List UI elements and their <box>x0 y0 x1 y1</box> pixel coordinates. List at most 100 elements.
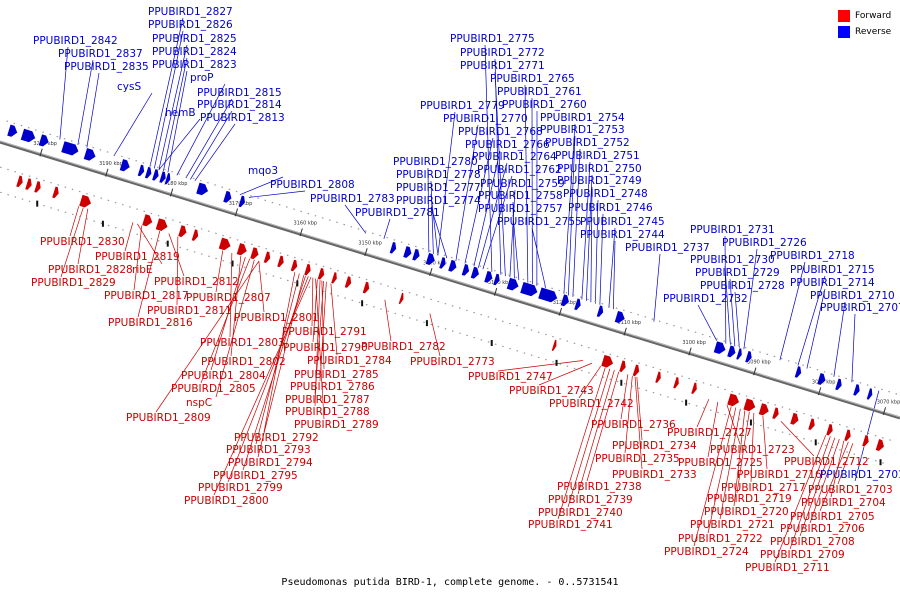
connector-line <box>774 434 827 563</box>
gene-label: PPUBIRD1_2741 <box>528 519 613 531</box>
connector-line <box>482 175 513 270</box>
tick-label: 3140 kbp <box>423 260 447 266</box>
gene-label: PPUBIRD1_2737 <box>625 242 710 254</box>
gene-label: PPUBIRD1_2716 <box>737 469 822 481</box>
gene-label: PPUBIRD1_2723 <box>710 444 795 456</box>
forward-gene <box>361 281 370 295</box>
forward-gene <box>303 263 312 277</box>
gene-label: PPUBIRD1_2766 <box>465 139 550 151</box>
connector-line <box>734 291 740 348</box>
forward-gene <box>550 338 558 352</box>
reverse-gene <box>505 277 520 292</box>
connector-line <box>750 412 755 483</box>
reverse-gene-track <box>6 123 873 401</box>
reverse-gene <box>438 256 447 270</box>
reverse-gene <box>559 293 570 307</box>
tick-mark <box>753 367 757 376</box>
reverse-gene <box>712 340 727 355</box>
gene-label: PPUBIRD1_2835 <box>64 61 149 73</box>
gene-label: PPUBIRD1_2811 <box>147 305 232 317</box>
tick-mark <box>169 188 174 197</box>
connector-line <box>155 260 260 413</box>
connector-line <box>215 250 224 293</box>
gene-label: mqo3 <box>248 165 278 177</box>
gene-label: PPUBIRD1_2799 <box>198 482 283 494</box>
reverse-gene <box>388 241 397 255</box>
reverse-gene <box>411 248 421 262</box>
gene-label: PPUBIRD1_2788 <box>285 406 370 418</box>
reverse-gene <box>237 194 246 208</box>
reverse-gene <box>573 297 582 311</box>
gene-label: PPUBIRD1_2727 <box>667 427 752 439</box>
connector-line <box>797 275 826 366</box>
connector-line <box>229 252 233 338</box>
reverse-gene <box>793 365 802 379</box>
axis-highlight <box>0 140 900 418</box>
forward-gene <box>631 363 640 377</box>
connector-line <box>86 72 100 148</box>
reverse-gene <box>144 166 153 180</box>
forward-gene <box>78 194 92 209</box>
forward-gene <box>807 417 816 431</box>
reverse-gene <box>613 310 626 324</box>
forward-gene <box>217 236 232 251</box>
forward-gene <box>262 250 271 264</box>
connector-line <box>227 276 309 483</box>
gene-label: PPUBIRD1_2722 <box>678 533 763 545</box>
gene-label: PPUBIRD1_2770 <box>443 113 528 125</box>
gene-label: PPUBIRD1_2809 <box>126 412 211 424</box>
connector-line <box>427 167 430 253</box>
connector-line <box>124 222 134 252</box>
connector-line <box>581 161 591 300</box>
connector-line <box>634 376 643 470</box>
gene-label: PPUBIRD1_2783 <box>310 193 395 205</box>
gene-label: PPUBIRD1_2730 <box>690 254 775 266</box>
gene-label: PPUBIRD1_2787 <box>285 394 370 406</box>
connector-line <box>158 118 201 171</box>
gene-label: PPUBIRD1_2837 <box>58 48 143 60</box>
forward-gene <box>742 397 756 412</box>
connector-line <box>707 401 719 458</box>
gene-label: PPUBIRD1_2782 <box>361 341 446 353</box>
gene-label: PPUBIRD1_2829 <box>31 277 116 289</box>
reverse-gene <box>537 286 558 303</box>
connector-line <box>315 278 325 420</box>
gene-label: PPUBIRD1_2794 <box>228 457 313 469</box>
connector-line <box>455 124 479 261</box>
connector-line <box>568 135 576 296</box>
reverse-gene <box>492 272 501 286</box>
legend: Forward Reverse <box>838 8 891 40</box>
reverse-gene <box>195 181 209 196</box>
connector-line <box>430 206 448 259</box>
connector-line <box>215 259 255 398</box>
gene-label: PPUBIRD1_2743 <box>509 385 594 397</box>
forward-gene <box>141 213 153 227</box>
gene-label: PPUBIRD1_2828 <box>48 264 133 276</box>
connector-line <box>242 275 306 471</box>
reverse-gene <box>402 245 413 259</box>
gene-label: PPUBIRD1_2739 <box>548 494 633 506</box>
gene-label: PPUBIRD1_2742 <box>549 398 634 410</box>
connector-line <box>330 283 338 356</box>
gene-label: PPUBIRD1_2777 <box>396 182 481 194</box>
connector-line <box>819 441 849 512</box>
legend-label: Forward <box>855 11 892 21</box>
gene-label: PPUBIRD1_2729 <box>695 267 780 279</box>
gene-label: PPUBIRD1_2755 <box>497 216 582 228</box>
gene-label: PPUBIRD1_2790 <box>283 342 368 354</box>
reverse-gene <box>158 170 167 184</box>
tick-mark <box>623 327 627 336</box>
gene-label: PPUBIRD1_2803 <box>200 337 285 349</box>
connector-line <box>696 398 710 428</box>
reverse-gene <box>136 163 145 177</box>
gene-label: ribE <box>132 264 153 276</box>
gene-label: PPUBIRD1_2805 <box>171 383 256 395</box>
gene-label: PPUBIRD1_2753 <box>540 124 625 136</box>
gene-label: PPUBIRD1_2734 <box>612 440 697 452</box>
connector-line <box>572 148 581 297</box>
gene-label: PPUBIRD1_2819 <box>95 251 180 263</box>
reverse-gene <box>82 147 97 162</box>
gene-label: PPUBIRD1_2823 <box>152 59 237 71</box>
gene-label: PPUBIRD1_2749 <box>557 175 642 187</box>
